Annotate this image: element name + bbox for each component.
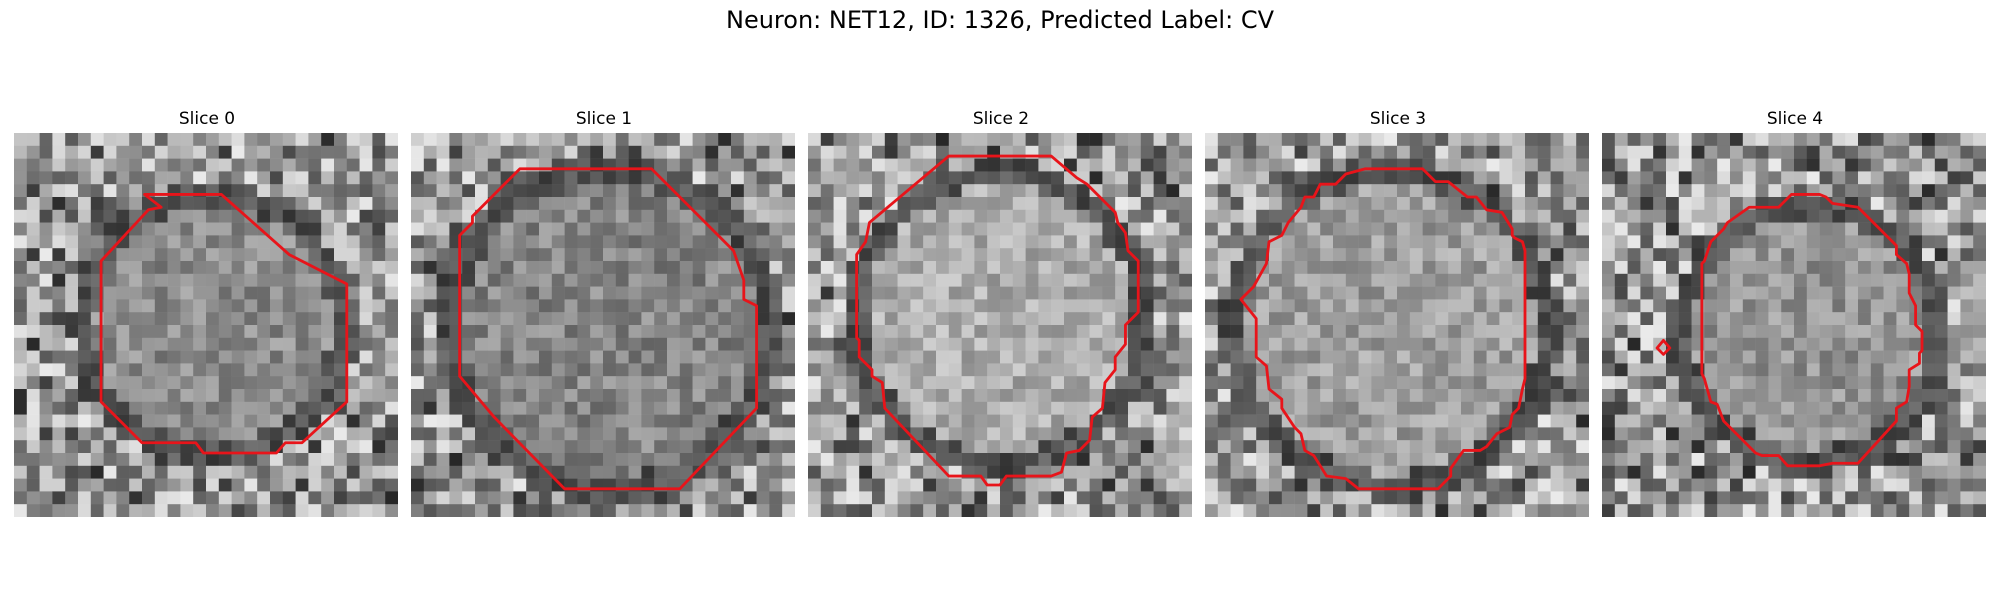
slice-title-1: Slice 1 (575, 109, 633, 129)
slice-image-1 (411, 133, 795, 517)
slice-panel-1: Slice 1 (411, 107, 797, 517)
slice-title-4: Slice 4 (1766, 109, 1824, 129)
micrograph-slice-0 (14, 133, 398, 517)
micrograph-slice-3 (1205, 133, 1589, 517)
figure-title: Neuron: NET12, ID: 1326, Predicted Label… (726, 6, 1274, 34)
slice-title-2: Slice 2 (972, 109, 1030, 129)
micrograph-slice-2 (808, 133, 1192, 517)
slice-title-0: Slice 0 (178, 109, 236, 129)
slice-panel-4: Slice 4 (1602, 107, 1988, 517)
slice-panel-0: Slice 0 (14, 107, 400, 517)
segmentation-contour-0 (99, 193, 349, 455)
slice-panel-3: Slice 3 (1205, 107, 1591, 517)
micrograph-slice-4 (1602, 133, 1986, 517)
micrograph-slice-1 (411, 133, 795, 517)
slice-image-0 (14, 133, 398, 517)
segmentation-contour-4 (1655, 193, 1924, 468)
slice-image-3 (1205, 133, 1589, 517)
segmentation-contour-1 (458, 167, 759, 491)
slice-image-2 (808, 133, 1192, 517)
slice-image-4 (1602, 133, 1986, 517)
segmentation-contour-3 (1239, 167, 1527, 491)
segmentation-contour-2 (855, 154, 1140, 487)
slice-title-3: Slice 3 (1369, 109, 1427, 129)
slice-panel-2: Slice 2 (808, 107, 1194, 517)
